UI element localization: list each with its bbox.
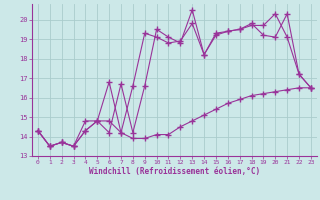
X-axis label: Windchill (Refroidissement éolien,°C): Windchill (Refroidissement éolien,°C) xyxy=(89,167,260,176)
